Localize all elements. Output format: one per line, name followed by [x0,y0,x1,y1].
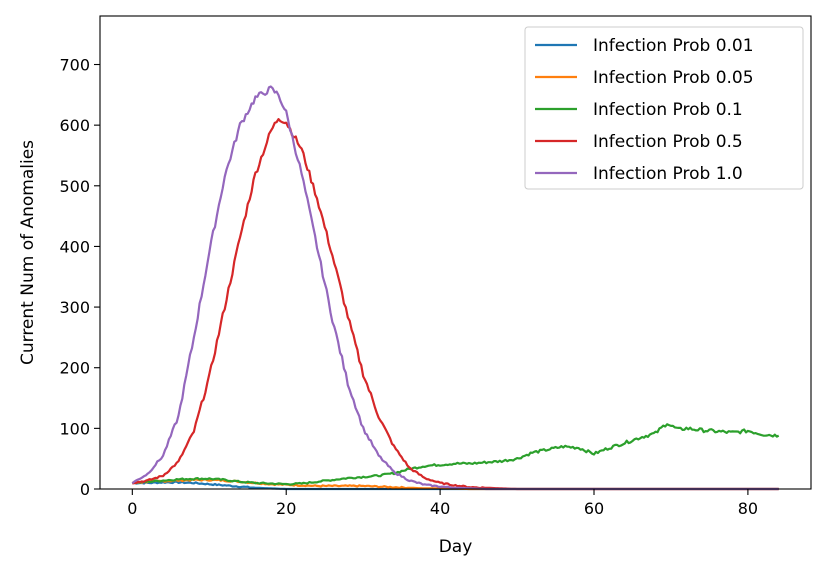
series-line-3 [131,423,780,486]
y-tick-label: 700 [59,56,90,75]
legend-label-3: Infection Prob 0.1 [593,100,743,120]
legend-label-5: Infection Prob 1.0 [593,164,743,184]
legend-label-4: Infection Prob 0.5 [593,132,743,152]
y-tick-label: 100 [59,419,90,438]
x-tick-label: 60 [584,499,604,518]
x-tick-label: 80 [738,499,758,518]
y-tick-label: 300 [59,298,90,317]
x-tick-label: 0 [127,499,137,518]
axes: 0 20 40 60 80 0 100 200 300 400 500 600 700 [59,15,812,518]
y-tick-label: 600 [59,116,90,135]
x-tick-label: 20 [276,499,296,518]
y-tick-label: 500 [59,177,90,196]
y-axis-label: Current Num of Anomalies [18,140,38,365]
x-tick-label: 40 [430,499,450,518]
legend-label-1: Infection Prob 0.01 [593,36,754,56]
legend-label-2: Infection Prob 0.05 [593,68,754,88]
plot-frame [99,15,812,490]
y-tick-label: 400 [59,237,90,256]
x-axis-label: Day [439,537,473,557]
legend: Infection Prob 0.01 Infection Prob 0.05 In… [524,26,804,190]
legend-box [524,26,804,190]
y-tick-label: 0 [80,480,90,499]
y-tick-label: 200 [59,359,90,378]
